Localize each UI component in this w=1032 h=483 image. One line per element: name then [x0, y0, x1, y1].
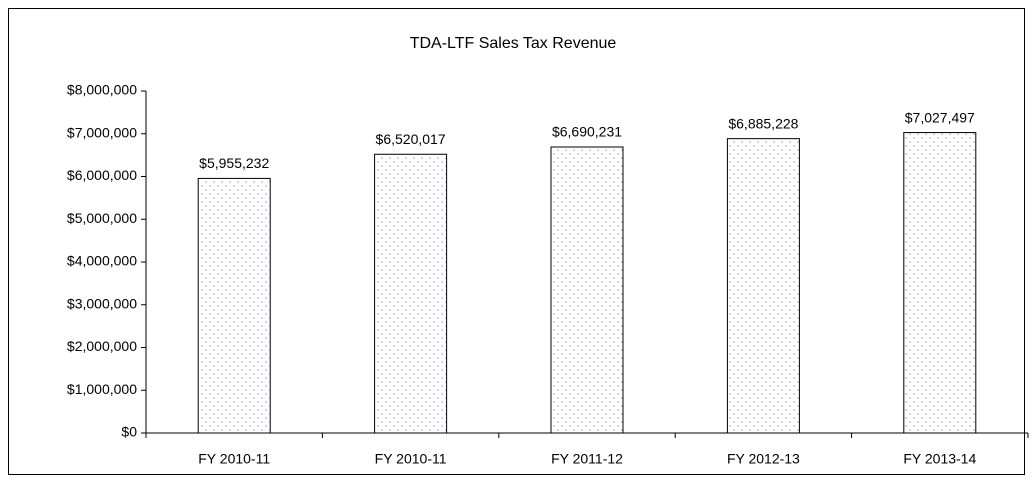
x-tick-label: FY 2013-14 — [903, 451, 976, 467]
data-label: $7,027,497 — [905, 109, 975, 125]
y-tick-label: $6,000,000 — [67, 167, 137, 183]
y-tick-label: $3,000,000 — [67, 295, 137, 311]
bar — [197, 177, 271, 434]
y-tick-label: $0 — [121, 424, 137, 440]
data-label: $6,690,231 — [552, 124, 622, 140]
x-tick-label: FY 2011-12 — [551, 451, 623, 467]
bar — [550, 146, 624, 434]
y-tick-label: $1,000,000 — [67, 381, 137, 397]
data-label: $6,885,228 — [728, 115, 798, 131]
chart-frame — [8, 8, 1025, 475]
x-tick-label: FY 2012-13 — [727, 451, 800, 467]
bar — [903, 132, 977, 434]
y-tick-label: $2,000,000 — [67, 338, 137, 354]
bar — [726, 138, 800, 434]
y-tick-label: $7,000,000 — [67, 124, 137, 140]
bar — [374, 153, 448, 434]
x-tick-label: FY 2010-11 — [375, 451, 447, 467]
data-label: $6,520,017 — [376, 131, 446, 147]
y-tick-label: $4,000,000 — [67, 253, 137, 269]
y-tick-label: $8,000,000 — [67, 82, 137, 98]
y-tick-label: $5,000,000 — [67, 210, 137, 226]
data-label: $5,955,232 — [199, 155, 269, 171]
chart-title: TDA-LTF Sales Tax Revenue — [410, 35, 617, 52]
x-tick-label: FY 2010-11 — [198, 451, 270, 467]
